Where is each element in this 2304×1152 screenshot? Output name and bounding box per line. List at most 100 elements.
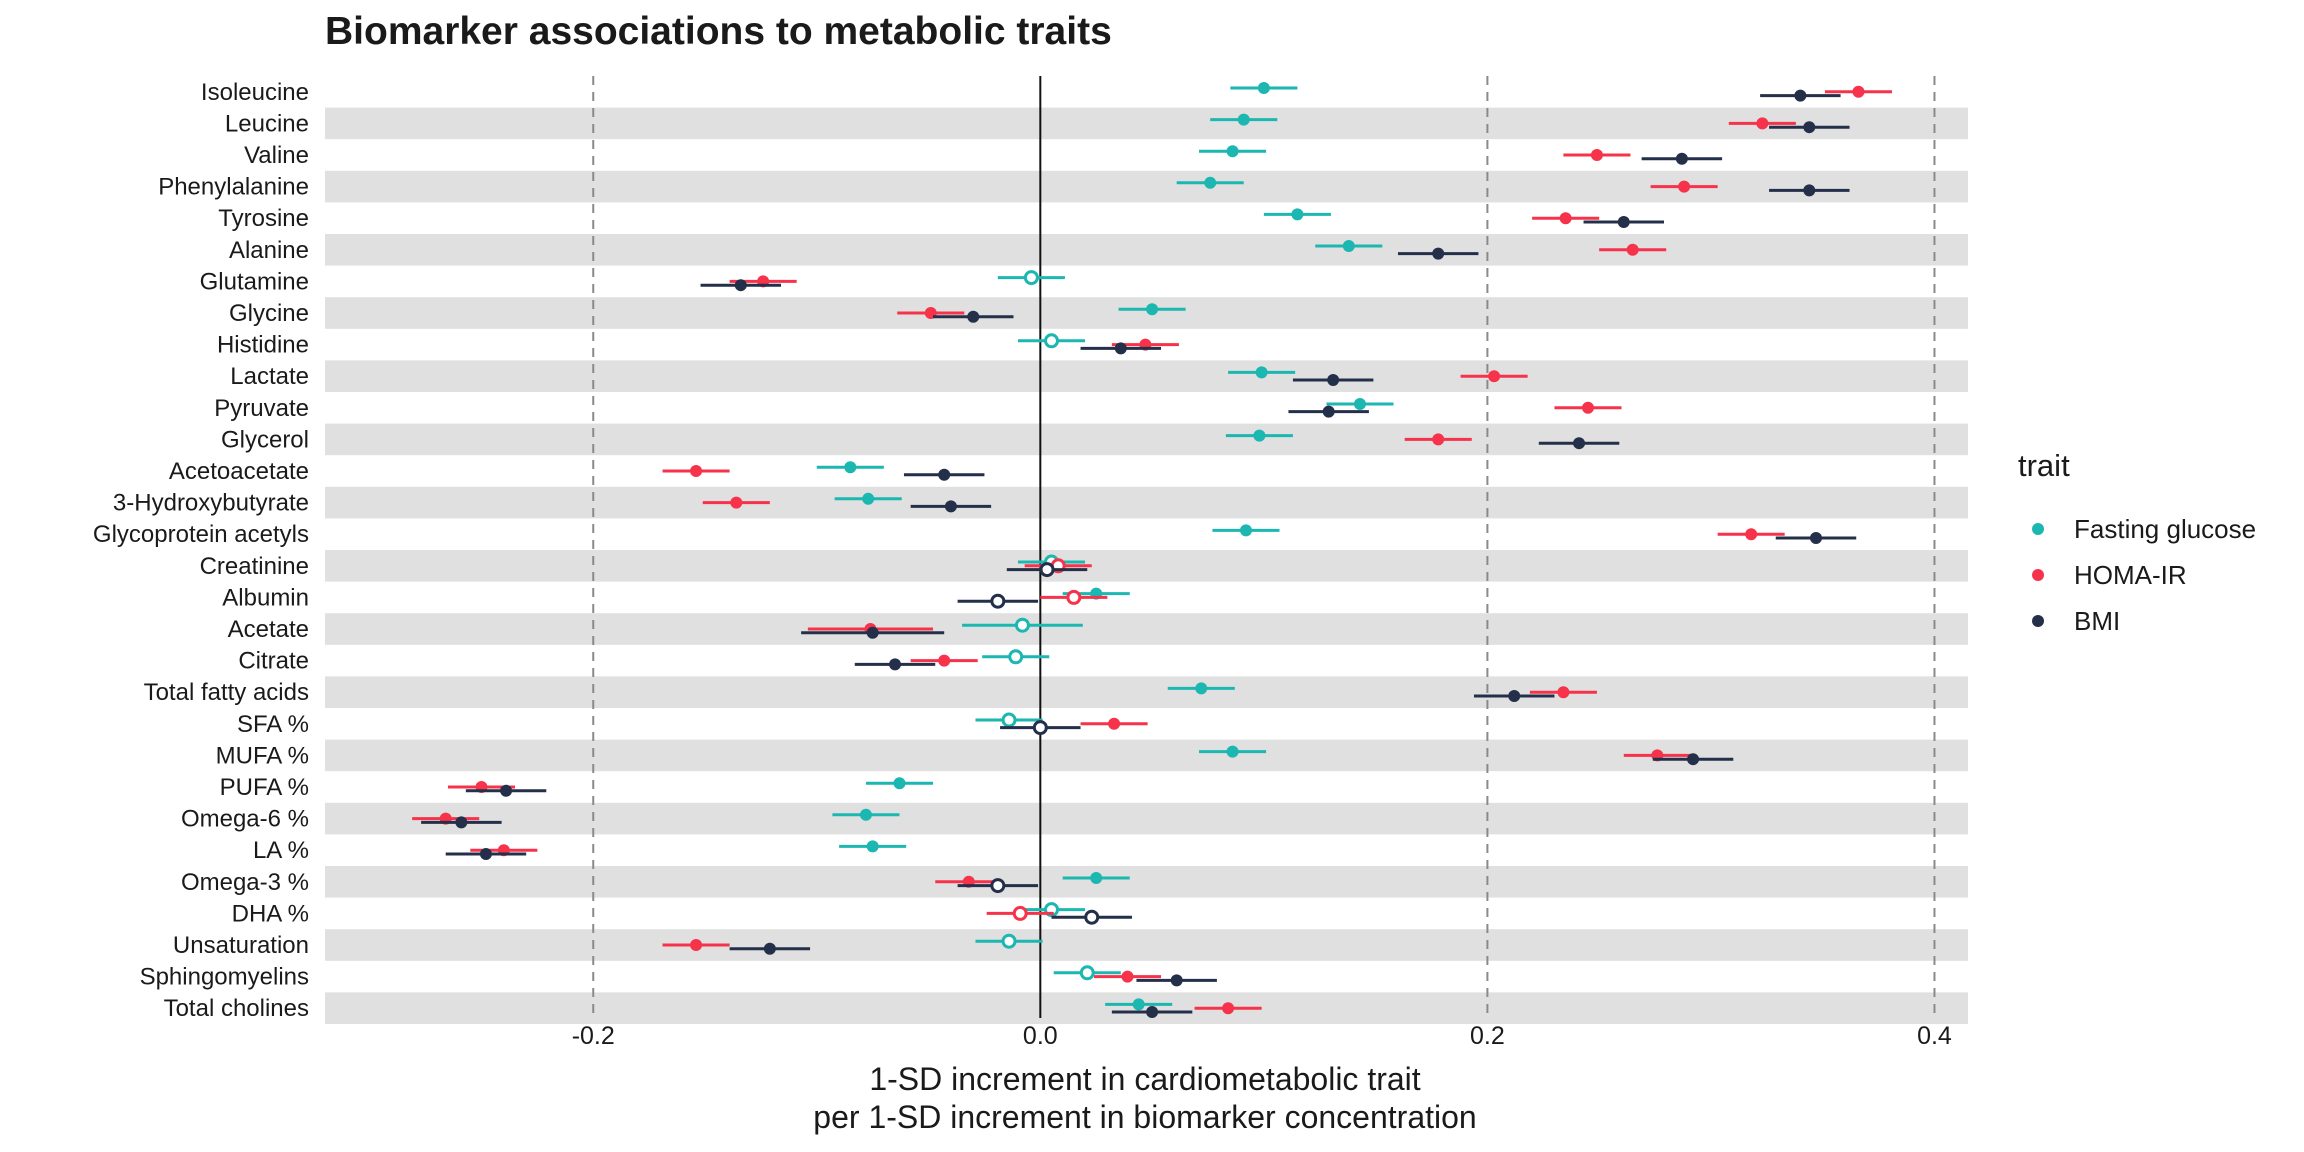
point-estimate xyxy=(1803,184,1816,197)
point-estimate xyxy=(1257,82,1270,95)
y-tick-label: Isoleucine xyxy=(201,79,309,106)
x-axis-label-line-1: 1-SD increment in cardiometabolic trait xyxy=(869,1061,1421,1097)
y-axis-labels: Isoleucine Leucine Valine Phenylalanine Tyro… xyxy=(93,79,309,1022)
point-estimate xyxy=(893,777,906,790)
row-band xyxy=(325,360,1968,392)
legend-label: Fasting glucose xyxy=(2074,513,2257,544)
y-tick-label: DHA % xyxy=(232,900,309,927)
point-estimate xyxy=(866,840,879,853)
y-tick-label: Lactate xyxy=(230,363,309,390)
y-tick-label: Omega-3 % xyxy=(181,869,309,896)
point-estimate xyxy=(1108,717,1121,730)
point-estimate xyxy=(1023,270,1039,286)
x-tick-label: -0.2 xyxy=(572,1022,615,1050)
legend-dot xyxy=(2032,569,2044,581)
point-estimate xyxy=(1239,524,1252,537)
point-estimate xyxy=(1488,370,1501,383)
point-estimate xyxy=(889,658,902,671)
point-estimate xyxy=(990,878,1006,894)
y-tick-label: Tyrosine xyxy=(218,205,309,232)
point-estimate xyxy=(1132,998,1145,1011)
point-estimate xyxy=(1573,437,1586,450)
point-estimate xyxy=(1237,113,1250,126)
y-tick-label: Acetate xyxy=(228,616,309,643)
y-tick-label: SFA % xyxy=(237,711,309,738)
y-tick-label: Alanine xyxy=(229,237,309,264)
legend-dot xyxy=(2032,615,2044,627)
y-tick-label: PUFA % xyxy=(220,774,309,801)
legend-item: HOMA-IR xyxy=(2018,552,2256,598)
point-estimate xyxy=(1090,872,1103,885)
point-estimate xyxy=(500,784,513,797)
point-estimate xyxy=(1079,965,1095,981)
legend-item: BMI xyxy=(2018,598,2256,644)
y-tick-label: Glycoprotein acetyls xyxy=(93,521,309,548)
row-band xyxy=(325,739,1968,772)
point-estimate xyxy=(1327,373,1340,386)
row-band xyxy=(325,486,1968,519)
point-estimate xyxy=(1204,176,1217,189)
point-estimate xyxy=(859,808,872,821)
point-estimate xyxy=(1432,433,1445,446)
y-tick-label: Total fatty acids xyxy=(144,679,309,706)
point-estimate xyxy=(1432,247,1445,260)
point-estimate xyxy=(1114,342,1127,355)
point-estimate xyxy=(455,816,468,829)
point-estimate xyxy=(866,626,879,639)
row-band xyxy=(325,613,1968,645)
point-estimate xyxy=(1678,180,1691,193)
point-estimate xyxy=(1146,1005,1159,1018)
y-tick-label: Pyruvate xyxy=(214,395,309,422)
x-tick-label: 0.4 xyxy=(1917,1022,1952,1050)
row-band xyxy=(325,802,1968,835)
point-estimate xyxy=(990,593,1006,609)
chart-title: Biomarker associations to metabolic trai… xyxy=(325,10,1112,53)
point-estimate xyxy=(1226,745,1239,758)
point-estimate xyxy=(1032,720,1048,736)
point-estimate xyxy=(1146,303,1159,316)
y-tick-label: LA % xyxy=(253,837,309,864)
point-estimate xyxy=(1557,686,1570,699)
point-estimate xyxy=(1253,429,1266,442)
point-estimate xyxy=(1581,401,1594,414)
row-band xyxy=(325,866,1968,898)
x-tick-label: 0.2 xyxy=(1470,1022,1505,1050)
row-band xyxy=(325,234,1968,266)
point-estimate xyxy=(1043,333,1059,349)
y-tick-label: Citrate xyxy=(238,648,309,675)
point-estimate xyxy=(1687,753,1700,766)
y-tick-label: Phenylalanine xyxy=(158,174,309,201)
legend: trait Fasting glucose HOMA-IR BMI xyxy=(2018,448,2256,644)
reference-lines xyxy=(592,76,1936,1018)
point-estimate xyxy=(730,496,743,509)
y-tick-label: Histidine xyxy=(217,332,309,359)
row-band xyxy=(325,170,1968,203)
row-band xyxy=(325,423,1968,456)
y-tick-label: Glutamine xyxy=(200,268,309,295)
point-estimate xyxy=(1039,562,1055,578)
y-tick-label: Sphingomyelins xyxy=(140,964,309,991)
point-estimate xyxy=(1745,528,1758,541)
row-bands xyxy=(325,107,1968,1024)
x-axis-label-line-2: per 1-SD increment in biomarker concentr… xyxy=(813,1099,1477,1135)
point-estimate xyxy=(938,468,951,481)
y-tick-label: 3-Hydroxybutyrate xyxy=(113,490,309,517)
y-tick-label: Valine xyxy=(244,142,309,169)
y-tick-label: MUFA % xyxy=(216,742,309,769)
legend-label: BMI xyxy=(2074,605,2121,636)
point-estimate xyxy=(967,310,980,323)
point-estimate xyxy=(1617,215,1630,228)
point-estimate xyxy=(1590,149,1603,161)
point-estimate xyxy=(1508,689,1521,702)
y-tick-label: Glycine xyxy=(229,300,309,327)
y-tick-label: Glycerol xyxy=(221,426,309,453)
point-estimate xyxy=(1066,589,1082,605)
point-estimate xyxy=(690,465,703,477)
point-estimate xyxy=(1222,1002,1235,1015)
y-tick-label: Albumin xyxy=(222,584,309,611)
x-tick-label: 0.0 xyxy=(1023,1022,1058,1050)
point-estimate xyxy=(1291,208,1304,221)
point-estimate xyxy=(763,942,776,955)
legend-title: trait xyxy=(2018,448,2070,483)
